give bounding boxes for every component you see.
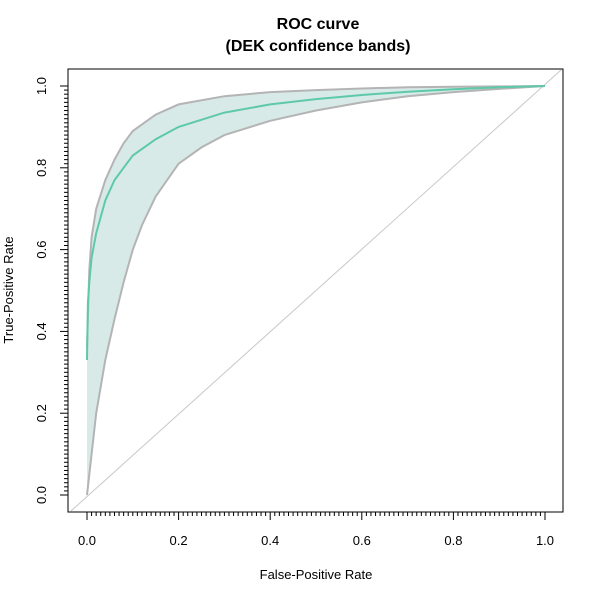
y-axis-label: True-Positive Rate <box>1 236 16 343</box>
y-axis: 0.0 0.2 0.4 0.6 0.8 1.0 <box>34 77 68 504</box>
roc-curve-line <box>86 85 546 361</box>
y-tick-label: 0.8 <box>34 159 49 177</box>
lower-confidence-band <box>86 85 546 496</box>
upper-confidence-band <box>86 85 546 348</box>
x-tick-label: 0.6 <box>353 533 371 548</box>
y-tick-label: 0.6 <box>34 241 49 259</box>
chart-subtitle: (DEK confidence bands) <box>226 38 411 55</box>
chart-title: ROC curve <box>277 16 360 33</box>
plot-area <box>70 69 562 512</box>
x-axis-label: False-Positive Rate <box>260 567 373 582</box>
x-axis: 0.0 0.2 0.4 0.6 0.8 1.0 <box>78 511 554 548</box>
random-classifier-diagonal <box>70 69 562 512</box>
y-tick-label: 0.4 <box>34 322 49 340</box>
x-tick-label: 0.2 <box>170 533 188 548</box>
x-tick-label: 0.8 <box>444 533 462 548</box>
x-tick-label: 0.0 <box>78 533 96 548</box>
x-tick-label: 0.4 <box>261 533 279 548</box>
y-tick-label: 0.0 <box>34 486 49 504</box>
x-tick-label: 1.0 <box>536 533 554 548</box>
y-tick-label: 1.0 <box>34 77 49 95</box>
y-tick-label: 0.2 <box>34 404 49 422</box>
